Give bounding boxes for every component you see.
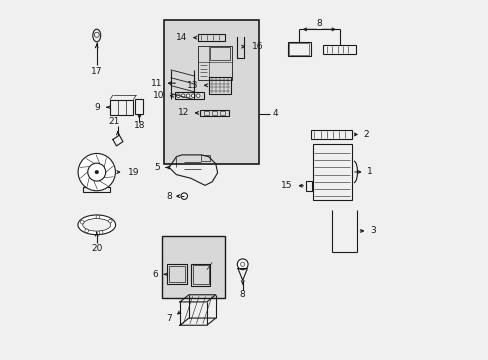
Bar — [110, 100, 133, 115]
Text: 8: 8 — [166, 192, 172, 201]
Circle shape — [181, 94, 184, 98]
Text: 8: 8 — [316, 19, 322, 28]
Bar — [162, 235, 224, 298]
Text: 3: 3 — [369, 226, 375, 235]
Bar — [198, 35, 224, 41]
Circle shape — [240, 262, 244, 266]
Text: 4: 4 — [272, 109, 278, 118]
Circle shape — [196, 94, 200, 98]
Bar — [198, 45, 231, 80]
Bar — [192, 265, 208, 284]
Circle shape — [95, 170, 99, 174]
Circle shape — [186, 94, 190, 98]
Bar — [135, 99, 143, 114]
Text: 9: 9 — [94, 103, 100, 112]
Bar — [287, 42, 310, 56]
Circle shape — [176, 94, 180, 98]
Bar — [174, 93, 203, 99]
Text: 16: 16 — [252, 42, 264, 51]
Circle shape — [108, 219, 112, 223]
Text: 21: 21 — [108, 117, 120, 126]
Text: 2: 2 — [363, 130, 368, 139]
Bar — [163, 21, 258, 164]
Circle shape — [96, 215, 100, 219]
Text: 10: 10 — [153, 91, 164, 100]
Bar — [211, 111, 217, 115]
Bar — [305, 181, 311, 191]
Bar — [190, 264, 210, 286]
Text: 20: 20 — [91, 244, 102, 253]
Ellipse shape — [78, 215, 115, 235]
Text: 15: 15 — [281, 181, 292, 190]
Bar — [83, 187, 110, 192]
Text: 18: 18 — [133, 121, 145, 130]
Text: 12: 12 — [178, 108, 189, 117]
Bar — [169, 266, 185, 282]
Bar — [208, 77, 230, 94]
Circle shape — [78, 153, 115, 191]
Bar — [210, 47, 230, 60]
Bar — [219, 111, 224, 115]
Bar — [288, 43, 309, 55]
Bar — [201, 154, 210, 161]
Bar — [203, 111, 209, 115]
Text: 13: 13 — [187, 81, 198, 90]
Circle shape — [181, 193, 187, 199]
Bar — [167, 264, 187, 284]
Text: 1: 1 — [366, 167, 372, 176]
Bar — [199, 110, 228, 116]
Text: 6: 6 — [152, 270, 158, 279]
Text: 8: 8 — [239, 290, 245, 299]
Text: 14: 14 — [176, 33, 187, 42]
Text: 17: 17 — [91, 67, 102, 76]
Bar — [323, 45, 355, 54]
Ellipse shape — [82, 219, 110, 231]
Circle shape — [85, 229, 88, 233]
Text: 5: 5 — [154, 163, 160, 172]
Circle shape — [80, 220, 84, 224]
Text: 19: 19 — [128, 168, 140, 177]
Text: 7: 7 — [166, 314, 172, 323]
Circle shape — [237, 259, 247, 270]
Circle shape — [191, 94, 195, 98]
Circle shape — [94, 32, 99, 37]
Circle shape — [88, 163, 105, 181]
Bar — [312, 144, 351, 200]
Bar — [310, 130, 351, 139]
Text: 11: 11 — [150, 79, 162, 88]
Circle shape — [99, 231, 102, 234]
